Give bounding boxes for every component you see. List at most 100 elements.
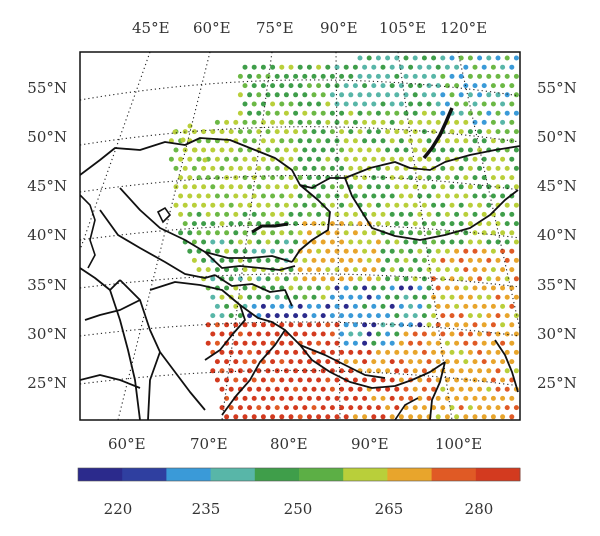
data-dot [191,221,197,227]
data-dot [394,294,400,300]
data-dot [265,257,271,263]
data-dot [297,138,303,144]
data-dot [426,359,432,365]
data-dot [182,184,188,190]
data-dot [431,239,437,245]
data-dot [467,368,473,374]
data-dot [380,193,386,199]
data-dot [412,73,418,79]
data-dot [394,276,400,282]
data-dot [444,322,450,328]
data-dot [444,414,450,420]
data-dot [371,193,377,199]
data-dot [316,119,322,125]
data-dot [256,276,262,282]
colorbar-segment [431,468,477,481]
top-lon-label: 120°E [440,19,487,37]
data-dot [352,303,358,309]
data-dot [279,285,285,291]
data-dot [329,386,335,392]
data-dot [444,64,450,70]
data-dot [500,340,506,346]
data-dot [357,257,363,263]
data-dot [316,395,322,401]
data-dot [339,386,345,392]
data-dot [504,92,510,98]
data-dot [481,211,487,217]
data-dot [293,129,299,135]
data-dot [513,202,519,208]
data-dot [435,395,441,401]
data-dot [260,64,266,70]
data-dot [288,64,294,70]
data-dot [509,83,515,89]
data-dot [173,165,179,171]
data-dot [233,119,239,125]
data-dot [288,322,294,328]
data-dot [256,331,262,337]
data-dot [214,230,220,236]
data-dot [256,368,262,374]
data-dot [219,405,225,411]
data-dot [297,64,303,70]
data-dot [288,377,294,383]
data-dot [219,294,225,300]
data-dot [371,101,377,107]
data-dot [339,276,345,282]
data-dot [394,386,400,392]
data-dot [357,239,363,245]
data-dot [431,202,437,208]
colorbar-tick-labels: 220 235 250 265 280 [104,500,494,518]
data-dot [435,211,441,217]
data-dot [412,276,418,282]
data-dot [486,368,492,374]
data-dot [500,156,506,162]
data-dot [454,101,460,107]
data-dot [426,322,432,328]
data-dot [509,101,515,107]
data-dot [417,285,423,291]
data-dot [260,138,266,144]
data-dot [454,322,460,328]
data-dot [371,138,377,144]
data-dot [408,359,414,365]
data-dot [472,83,478,89]
data-dot [293,202,299,208]
data-dot [481,248,487,254]
data-dot [320,294,326,300]
data-dot [467,294,473,300]
data-dot [297,359,303,365]
data-dot [228,221,234,227]
data-dot [504,294,510,300]
data-dot [375,313,381,319]
data-dot [362,322,368,328]
data-dot [458,110,464,116]
data-dot [513,257,519,263]
data-dot [201,221,207,227]
data-dot [265,276,271,282]
data-dot [477,349,483,355]
data-dot [463,64,469,70]
data-dot [504,349,510,355]
data-dot [371,395,377,401]
data-dot [302,257,308,263]
data-dot [490,285,496,291]
data-dot [389,138,395,144]
left-latitude-labels: 55°N 50°N 45°N 40°N 35°N 30°N 25°N [27,79,67,392]
data-dot [463,303,469,309]
data-dot [343,285,349,291]
data-dot [297,322,303,328]
data-dot [279,64,285,70]
data-dot [329,92,335,98]
map-frame [79,51,521,421]
data-dot [251,359,257,365]
data-dot [283,313,289,319]
data-dot [398,64,404,70]
data-dot [389,267,395,273]
data-dot [444,303,450,309]
data-dot [472,359,478,365]
data-dot [435,322,441,328]
data-dot [224,211,230,217]
data-dot [343,414,349,420]
data-dot [472,267,478,273]
